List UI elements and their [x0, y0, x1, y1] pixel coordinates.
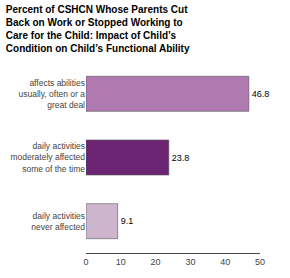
svg-text:40: 40 [220, 257, 230, 267]
svg-text:23.8: 23.8 [172, 153, 190, 163]
svg-text:daily activitiesmoderately aff: daily activitiesmoderately affectedsome … [11, 141, 86, 173]
svg-text:10: 10 [116, 257, 126, 267]
svg-text:50: 50 [255, 257, 265, 267]
svg-text:46.8: 46.8 [252, 89, 270, 99]
svg-text:Percent of CSHCN Whose Parents: Percent of CSHCN Whose Parents CutBack o… [6, 4, 190, 54]
svg-text:daily activitiesnever affected: daily activitiesnever affected [31, 211, 85, 232]
svg-text:9.1: 9.1 [121, 216, 134, 226]
svg-text:20: 20 [151, 257, 161, 267]
svg-text:30: 30 [185, 257, 195, 267]
svg-text:0: 0 [83, 257, 88, 267]
svg-text:affects abilitiesusually, ofte: affects abilitiesusually, often or agrea… [19, 78, 86, 110]
